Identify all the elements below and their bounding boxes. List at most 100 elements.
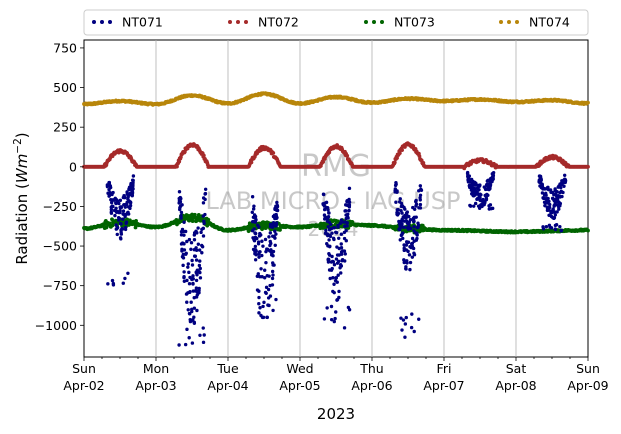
legend-box (83, 9, 589, 36)
nt071-point (408, 267, 412, 272)
legend: NT071 NT072 NT073 NT074 (83, 9, 589, 36)
nt071-point (198, 259, 202, 263)
nt071-point (118, 236, 123, 240)
nt071-point (329, 304, 334, 309)
nt071-point (263, 237, 268, 242)
legend-marker (100, 20, 104, 24)
nt071-point (345, 215, 350, 219)
nt072-point (421, 160, 426, 165)
legend-marker (244, 20, 248, 24)
nt071-point (275, 208, 280, 213)
nt073-point (586, 228, 590, 233)
nt071-point (256, 272, 260, 276)
nt071-point (270, 276, 275, 281)
nt071-point (180, 203, 184, 207)
nt071-point (327, 211, 331, 215)
nt071-point (415, 225, 419, 230)
nt071-point (410, 236, 415, 241)
nt071-point (253, 231, 257, 235)
nt071-point (253, 258, 258, 262)
nt071-point (190, 263, 195, 267)
nt071-point (540, 191, 545, 195)
nt071-point (252, 227, 256, 231)
nt071-point (339, 271, 343, 275)
nt071-point (257, 255, 261, 259)
nt071-point (265, 247, 270, 252)
nt071-point (260, 239, 264, 243)
nt071-point (265, 274, 269, 278)
nt071-point (402, 258, 406, 262)
nt073-point (134, 219, 138, 223)
y-tick-label: 0 (69, 159, 77, 174)
nt071-point (250, 195, 255, 199)
nt071-point (258, 275, 262, 279)
nt071-point (549, 226, 554, 230)
nt071-point (252, 237, 256, 242)
nt071-point (411, 217, 416, 221)
legend-marker (499, 20, 503, 24)
nt071-point (201, 340, 206, 345)
nt071-point (179, 210, 184, 215)
nt071-point (471, 179, 475, 184)
nt071-point (331, 260, 336, 264)
nt071-point (264, 285, 269, 290)
nt071-point (343, 252, 347, 256)
nt071-point (330, 266, 334, 271)
nt071-point (259, 267, 263, 271)
nt071-point (121, 212, 125, 216)
nt071-point (260, 315, 265, 320)
nt071-point (338, 221, 343, 226)
nt071-point (113, 213, 117, 218)
nt071-point (123, 276, 127, 281)
nt071-point (394, 200, 398, 204)
nt071-point (393, 190, 397, 194)
nt071-point (563, 178, 567, 182)
nt071-point (192, 306, 197, 310)
nt071-point (115, 199, 120, 203)
nt071-point (271, 221, 276, 225)
nt073-point (264, 226, 268, 230)
nt071-point (110, 204, 114, 208)
nt071-point (179, 213, 183, 218)
nt071-point (407, 214, 411, 219)
nt071-point (337, 246, 341, 251)
nt071-point (272, 234, 276, 239)
nt071-point (203, 212, 207, 217)
nt071-point (121, 209, 126, 213)
nt071-point (201, 326, 205, 330)
nt071-point (329, 222, 333, 227)
nt071-point (484, 194, 488, 199)
nt071-point (325, 219, 330, 223)
nt071-point (546, 185, 550, 190)
y-tick-label: −250 (43, 199, 77, 214)
x-tick-date: Apr-02 (63, 378, 104, 393)
nt071-point (331, 276, 335, 280)
x-tick-day: Wed (286, 361, 313, 376)
nt071-point (196, 242, 201, 246)
nt071-point (402, 205, 406, 210)
nt071-point (553, 227, 558, 232)
nt071-point (562, 184, 566, 188)
nt071-point (255, 236, 259, 241)
nt073-point (190, 219, 195, 224)
nt071-point (401, 236, 405, 241)
nt071-point (114, 206, 118, 211)
x-tick-day: Sat (506, 361, 527, 376)
nt071-point (110, 278, 115, 283)
nt071-point (198, 333, 202, 337)
nt071-point (334, 231, 339, 235)
nt071-point (182, 233, 186, 237)
nt073-point (196, 213, 201, 217)
nt071-point (559, 229, 563, 233)
nt071-point (490, 176, 494, 180)
nt071-point (177, 199, 182, 203)
nt071-point (325, 306, 329, 310)
nt071-point (404, 243, 409, 247)
nt071-point (555, 197, 559, 201)
nt071-point (411, 219, 416, 224)
nt071-point (404, 265, 408, 269)
nt071-point (334, 257, 339, 261)
nt071-point (271, 308, 275, 313)
nt071-point (543, 203, 547, 208)
